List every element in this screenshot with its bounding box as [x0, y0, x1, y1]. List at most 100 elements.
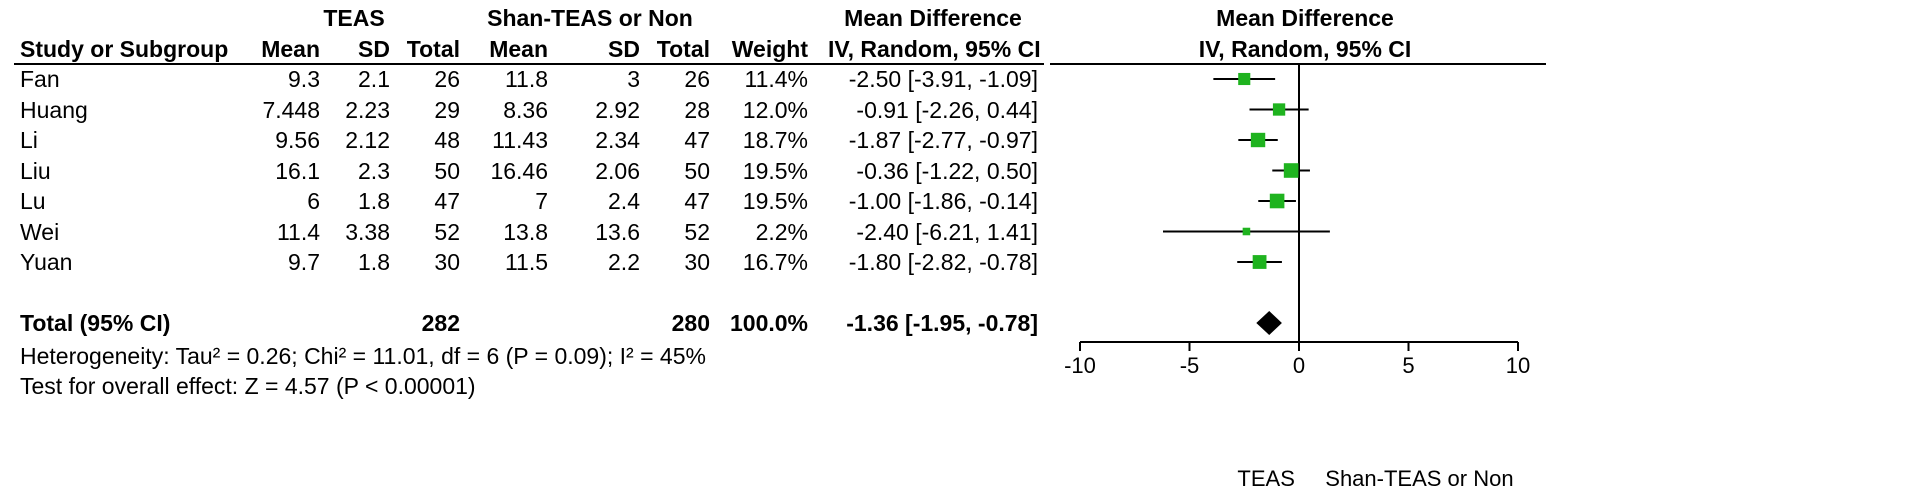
- x-tick-label: 0: [1293, 353, 1305, 378]
- effect-marker: [1242, 227, 1251, 236]
- col-mean-1: Mean: [261, 36, 320, 62]
- cell-ci: -0.91 [-2.26, 0.44]: [856, 96, 1038, 123]
- col-ci: IV, Random, 95% CI: [828, 36, 1041, 62]
- cell-m1: 6: [307, 188, 320, 214]
- cell-n2: 28: [684, 96, 710, 123]
- cell-n2: 30: [684, 249, 710, 275]
- cell-sd2: 2.06: [595, 157, 640, 184]
- cell-m2: 13.8: [503, 218, 548, 245]
- cell-m2: 7: [535, 188, 548, 214]
- cell-m1: 9.3: [288, 66, 320, 92]
- effect-marker: [1269, 193, 1285, 209]
- x-label-left: TEAS: [1237, 466, 1294, 491]
- cell-sd1: 2.23: [345, 96, 390, 123]
- cell-m1: 9.56: [275, 127, 320, 153]
- cell-sd1: 3.38: [345, 218, 390, 245]
- cell-m2: 8.36: [503, 96, 548, 123]
- cell-m1: 16.1: [275, 157, 320, 184]
- cell-ci: -0.36 [-1.22, 0.50]: [856, 157, 1038, 184]
- cell-sd2: 2.2: [608, 249, 640, 275]
- cell-weight: 18.7%: [742, 127, 808, 153]
- cell-study: Li: [20, 127, 38, 153]
- total-ci: -1.36 [-1.95, -0.78]: [846, 310, 1038, 336]
- col-mean-2: Mean: [489, 36, 548, 62]
- table-header-rule: [14, 63, 1044, 65]
- cell-weight: 2.2%: [755, 218, 808, 245]
- cell-study: Huang: [20, 96, 88, 123]
- group2-header: Shan-TEAS or Non: [487, 5, 693, 31]
- cell-m1: 9.7: [288, 249, 320, 275]
- effect-marker: [1272, 103, 1286, 116]
- col-total-2: Total: [656, 36, 710, 62]
- plot-header: Mean Difference: [1216, 5, 1394, 31]
- cell-n2: 50: [684, 157, 710, 184]
- heterogeneity-text: Heterogeneity: Tau² = 0.26; Chi² = 11.01…: [20, 343, 706, 369]
- group1-header: TEAS: [323, 5, 385, 31]
- cell-sd2: 2.4: [608, 188, 640, 214]
- effect-marker: [1252, 255, 1267, 269]
- cell-n1: 52: [434, 218, 460, 245]
- x-tick-label: 5: [1402, 353, 1414, 378]
- cell-sd2: 13.6: [595, 218, 640, 245]
- cell-n1: 50: [434, 157, 460, 184]
- cell-n2: 26: [684, 66, 710, 92]
- plot-subheader: IV, Random, 95% CI: [1198, 36, 1412, 62]
- cell-study: Wei: [20, 218, 60, 245]
- plot-header-rule: [1050, 63, 1546, 65]
- cell-sd1: 1.8: [358, 188, 390, 214]
- cell-m2: 11.5: [504, 249, 548, 275]
- col-weight: Weight: [731, 36, 808, 62]
- cell-study: Lu: [20, 188, 46, 214]
- cell-sd2: 3: [627, 66, 640, 92]
- cell-n2: 52: [684, 218, 710, 245]
- cell-n1: 47: [434, 188, 460, 214]
- cell-study: Liu: [20, 157, 51, 184]
- cell-m1: 7.448: [262, 96, 320, 123]
- cell-weight: 19.5%: [742, 157, 808, 184]
- effect-marker: [1250, 132, 1266, 148]
- cell-n1: 48: [434, 127, 460, 153]
- cell-weight: 11.4%: [744, 66, 808, 92]
- cell-n1: 29: [434, 96, 460, 123]
- cell-m2: 11.43: [492, 127, 548, 153]
- col-sd-1: SD: [358, 36, 390, 62]
- col-total-1: Total: [406, 36, 460, 62]
- col-study: Study or Subgroup: [20, 36, 229, 62]
- cell-study: Fan: [20, 66, 60, 92]
- cell-study: Yuan: [20, 249, 73, 275]
- cell-m1: 11.4: [276, 218, 320, 245]
- cell-weight: 16.7%: [742, 249, 808, 275]
- cell-sd2: 2.92: [595, 96, 640, 123]
- cell-weight: 12.0%: [742, 96, 808, 123]
- total-weight: 100.0%: [729, 310, 808, 336]
- cell-ci: -1.80 [-2.82, -0.78]: [848, 249, 1038, 275]
- pooled-diamond: [1256, 311, 1282, 335]
- cell-n1: 26: [434, 66, 460, 92]
- cell-ci: -1.87 [-2.77, -0.97]: [848, 127, 1038, 153]
- x-tick-label: -5: [1180, 353, 1200, 378]
- cell-sd1: 2.12: [345, 127, 390, 153]
- x-tick-label: 10: [1506, 353, 1530, 378]
- cell-m2: 16.46: [490, 157, 548, 184]
- cell-ci: -1.00 [-1.86, -0.14]: [848, 188, 1038, 214]
- effect-marker: [1283, 163, 1299, 178]
- total-label: Total (95% CI): [20, 310, 171, 336]
- cell-sd1: 1.8: [358, 249, 390, 275]
- overall-effect-text: Test for overall effect: Z = 4.57 (P < 0…: [20, 373, 476, 399]
- cell-m2: 11.8: [504, 66, 548, 92]
- x-tick-label: -10: [1064, 353, 1096, 378]
- cell-n2: 47: [684, 127, 710, 153]
- x-label-right: Shan-TEAS or Non: [1325, 466, 1513, 491]
- effect-marker: [1238, 72, 1251, 86]
- cell-n2: 47: [684, 188, 710, 214]
- total-n2: 280: [671, 310, 710, 336]
- total-n1: 282: [421, 310, 460, 336]
- cell-sd1: 2.1: [358, 66, 390, 92]
- cell-n1: 30: [434, 249, 460, 275]
- cell-ci: -2.50 [-3.91, -1.09]: [848, 66, 1038, 92]
- cell-ci: -2.40 [-6.21, 1.41]: [856, 218, 1038, 245]
- cell-sd1: 2.3: [358, 157, 390, 184]
- effect-header: Mean Difference: [844, 5, 1022, 31]
- cell-sd2: 2.34: [595, 127, 640, 153]
